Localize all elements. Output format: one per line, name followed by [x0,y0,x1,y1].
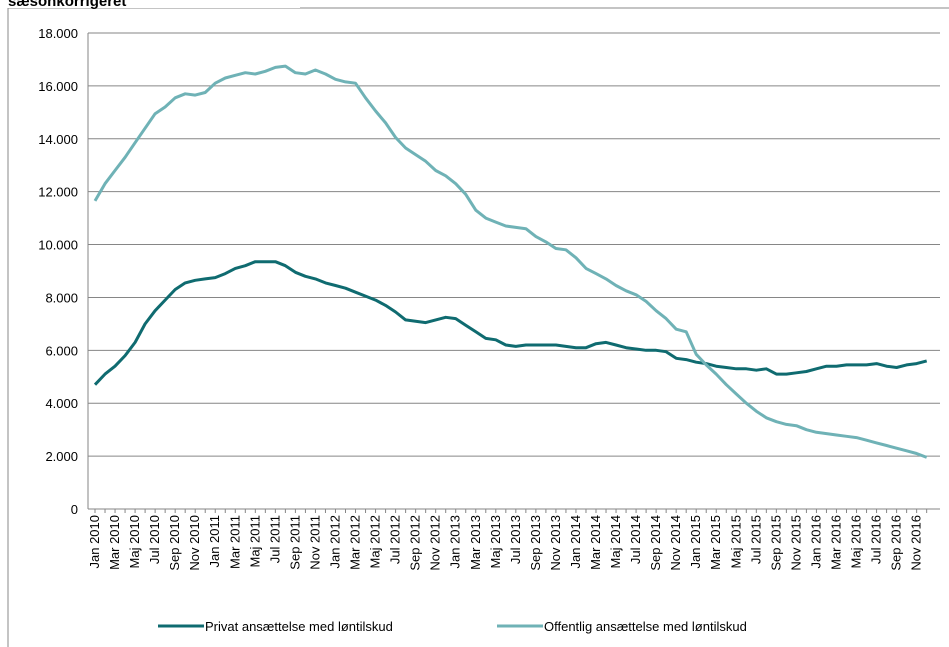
x-tick-label: Jan 2012 [327,515,342,569]
y-tick-label: 18.000 [38,26,78,41]
x-tick-label: Nov 2012 [428,515,443,571]
x-tick-label: Jan 2011 [207,515,222,568]
y-tick-label: 14.000 [38,132,78,147]
x-tick-label: Jul 2014 [628,515,643,564]
chart-title: sæsonkorrigeret [8,0,126,10]
x-tick-label: Mar 2016 [828,515,843,570]
x-tick-label: Sep 2015 [768,515,783,571]
x-tick-label: Maj 2013 [488,515,503,568]
x-tick-label: Sep 2014 [648,515,663,571]
x-tick-label: Mar 2011 [227,515,242,569]
x-tick-label: Maj 2012 [368,515,383,568]
title-backdrop [0,0,300,8]
x-tick-label: Nov 2010 [187,515,202,571]
x-tick-label: Sep 2016 [889,515,904,571]
x-tick-label: Nov 2011 [307,515,322,570]
x-tick-label: Nov 2014 [668,515,683,571]
x-tick-label: Mar 2015 [708,515,723,570]
y-tick-label: 12.000 [38,185,78,200]
x-tick-label: Mar 2010 [107,515,122,570]
x-tick-label: Sep 2010 [167,515,182,571]
x-tick-label: Mar 2014 [588,515,603,570]
legend-label: Offentlig ansættelse med løntilskud [544,619,747,634]
x-tick-label: Mar 2013 [468,515,483,570]
x-tick-label: Jul 2015 [748,515,763,564]
x-tick-label: Jul 2012 [388,515,403,564]
x-tick-label: Maj 2015 [728,515,743,568]
x-tick-label: Jul 2016 [869,515,884,564]
y-tick-label: 4.000 [45,396,78,411]
series-line [93,64,928,459]
x-tick-label: Sep 2013 [528,515,543,571]
x-tick-label: Jan 2010 [87,515,102,569]
x-tick-label: Jan 2015 [688,515,703,569]
x-tick-label: Maj 2014 [608,515,623,568]
x-tick-label: Jan 2013 [448,515,463,569]
x-tick-label: Mar 2012 [348,515,363,570]
x-tick-label: Jan 2016 [808,515,823,569]
y-tick-label: 2.000 [45,449,78,464]
x-tick-label: Sep 2011 [287,515,302,570]
x-tick-label: Sep 2012 [408,515,423,571]
y-tick-label: 0 [71,502,78,517]
series-line [93,260,928,386]
x-tick-label: Maj 2010 [127,515,142,568]
legend-label: Privat ansættelse med løntilskud [205,619,393,634]
x-tick-label: Nov 2015 [788,515,803,571]
x-tick-label: Maj 2011 [247,515,262,568]
y-tick-label: 10.000 [38,238,78,253]
x-tick-label: Jul 2010 [147,515,162,564]
y-tick-label: 6.000 [45,343,78,358]
x-tick-label: Nov 2013 [548,515,563,571]
x-tick-label: Nov 2016 [909,515,924,571]
x-tick-label: Jan 2014 [568,515,583,569]
x-tick-label: Jul 2013 [508,515,523,564]
y-tick-label: 16.000 [38,79,78,94]
y-tick-label: 8.000 [45,290,78,305]
x-tick-label: Jul 2011 [267,515,282,563]
x-tick-label: Maj 2016 [849,515,864,568]
